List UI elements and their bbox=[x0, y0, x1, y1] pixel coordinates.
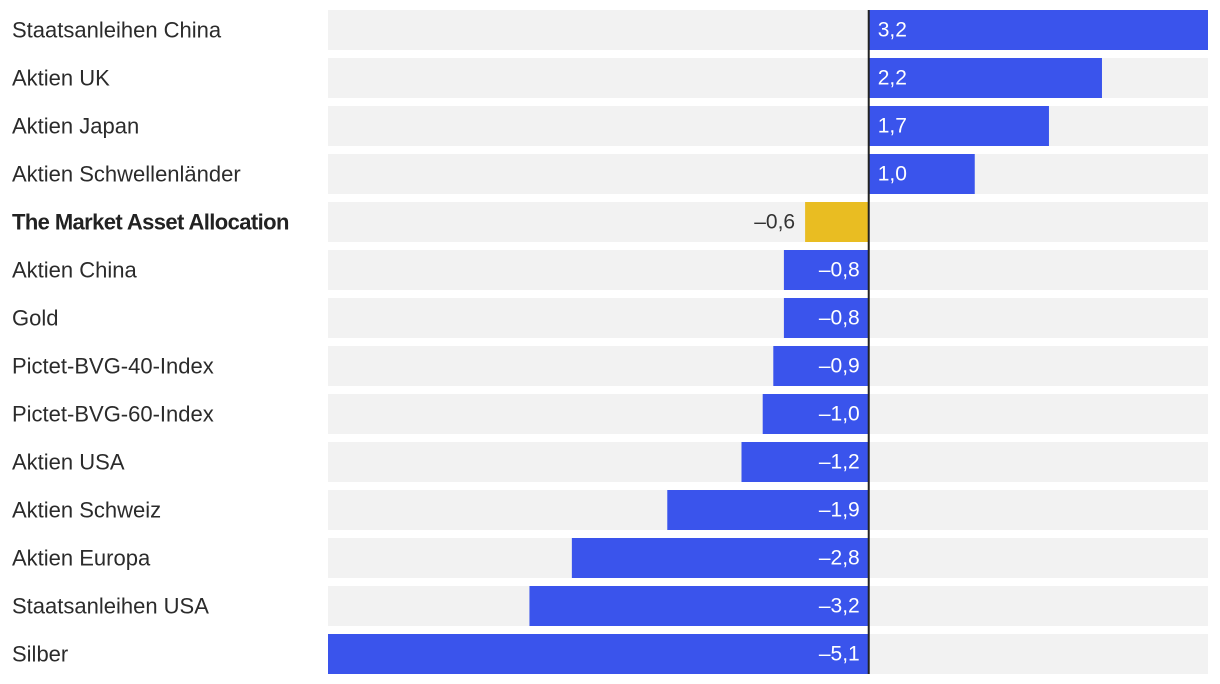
value-label: –0,8 bbox=[819, 307, 860, 330]
category-label: Aktien USA bbox=[12, 450, 125, 475]
category-label: Pictet-BVG-60-Index bbox=[12, 402, 214, 427]
category-label: The Market Asset Allocation bbox=[12, 210, 289, 235]
value-label: –2,8 bbox=[819, 547, 860, 570]
bar bbox=[783, 250, 869, 290]
value-label: 1,0 bbox=[878, 163, 907, 186]
track bbox=[328, 346, 1208, 386]
bar bbox=[868, 106, 1049, 146]
category-label: Pictet-BVG-40-Index bbox=[12, 354, 214, 379]
bar bbox=[667, 490, 869, 530]
value-label: –0,6 bbox=[754, 211, 795, 234]
value-label: –5,1 bbox=[819, 643, 860, 666]
bar bbox=[762, 394, 869, 434]
category-label: Staatsanleihen China bbox=[12, 18, 222, 43]
track bbox=[328, 154, 1208, 194]
category-label: Gold bbox=[12, 306, 58, 331]
category-label: Aktien Schweiz bbox=[12, 498, 161, 523]
track bbox=[328, 202, 1208, 242]
value-label: –1,9 bbox=[819, 499, 860, 522]
category-label: Aktien Japan bbox=[12, 114, 139, 139]
category-label: Staatsanleihen USA bbox=[12, 594, 209, 619]
category-label: Silber bbox=[12, 642, 68, 667]
category-label: Aktien Schwellenländer bbox=[12, 162, 241, 187]
value-label: –0,8 bbox=[819, 259, 860, 282]
value-label: –3,2 bbox=[819, 595, 860, 618]
value-label: 1,7 bbox=[878, 115, 907, 138]
category-label: Aktien UK bbox=[12, 66, 110, 91]
value-label: –1,0 bbox=[819, 403, 860, 426]
bar bbox=[868, 154, 975, 194]
value-label: –1,2 bbox=[819, 451, 860, 474]
value-label: 3,2 bbox=[878, 19, 907, 42]
bar bbox=[868, 58, 1102, 98]
category-label: Aktien China bbox=[12, 258, 138, 283]
bar bbox=[571, 538, 869, 578]
bar bbox=[529, 586, 869, 626]
track bbox=[328, 250, 1208, 290]
bar-group bbox=[328, 10, 1208, 674]
bar bbox=[783, 298, 869, 338]
label-group: Staatsanleihen China 3,2 Aktien UK 2,2 Aktie… bbox=[12, 18, 907, 667]
track bbox=[328, 106, 1208, 146]
bar bbox=[328, 634, 869, 674]
category-label: Aktien Europa bbox=[12, 546, 151, 571]
value-label: –0,9 bbox=[819, 355, 860, 378]
value-label: 2,2 bbox=[878, 67, 907, 90]
track bbox=[328, 298, 1208, 338]
bar-highlight bbox=[805, 202, 869, 242]
bar bbox=[868, 10, 1208, 50]
bar bbox=[773, 346, 869, 386]
bar bbox=[741, 442, 869, 482]
